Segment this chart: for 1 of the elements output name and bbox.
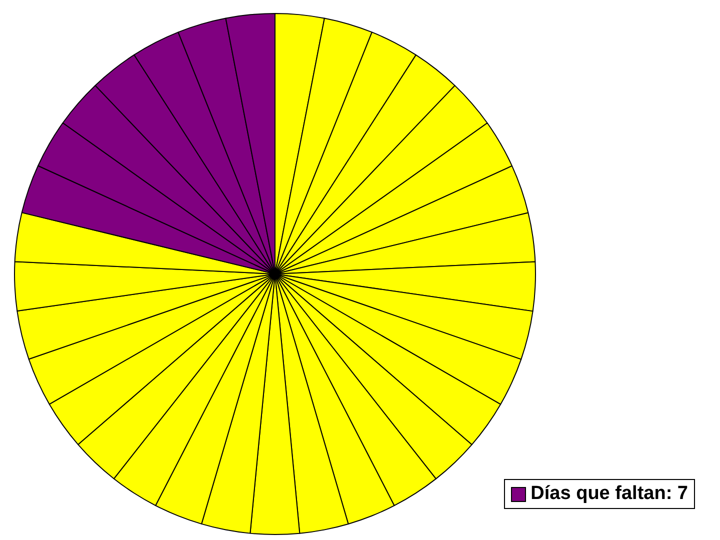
legend-label: Días que faltan: 7 xyxy=(530,483,688,505)
